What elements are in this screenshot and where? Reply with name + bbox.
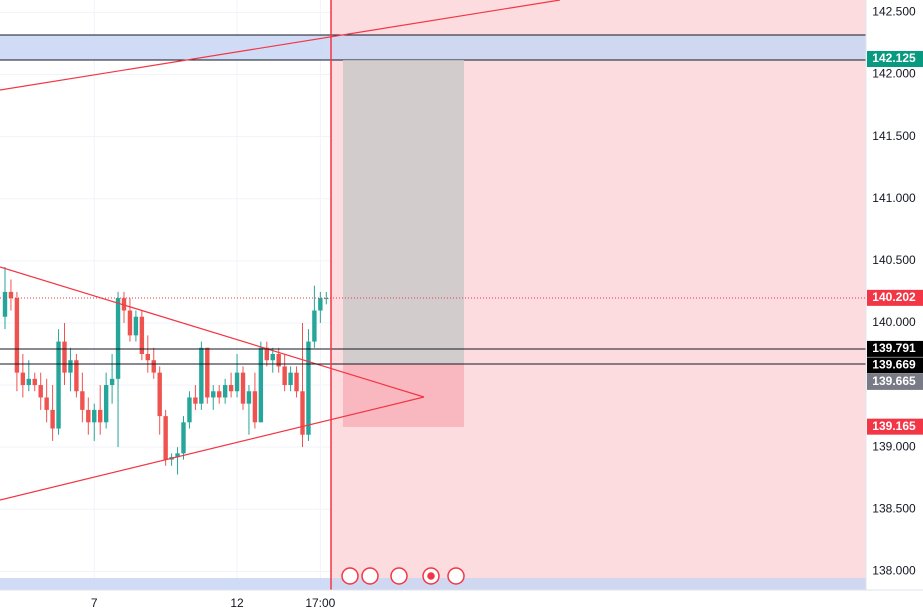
price-tag <box>867 289 923 306</box>
candle-body <box>234 372 240 392</box>
candle-body <box>38 385 43 398</box>
price-tag-label: 139.165 <box>872 419 916 433</box>
trend-line <box>0 0 561 91</box>
target-box <box>343 60 464 364</box>
candle-body <box>62 341 67 373</box>
event-icon[interactable] <box>390 567 408 585</box>
candle-body <box>175 453 180 458</box>
price-tag <box>867 357 923 374</box>
price-tag <box>867 340 923 357</box>
candles <box>2 267 329 475</box>
candle-body <box>157 372 162 417</box>
price-tag <box>867 418 923 435</box>
price-tag-label: 140.202 <box>872 290 916 304</box>
event-icons <box>341 567 465 585</box>
candle-body <box>2 291 8 317</box>
event-dot <box>427 572 435 580</box>
candle-body <box>26 378 31 386</box>
candle-body <box>246 391 252 404</box>
price-tag-label: 139.791 <box>872 341 916 355</box>
candle-body <box>300 391 305 435</box>
axes: 142.500 142.000 141.500 141.000 140.500 140.0… <box>91 5 923 610</box>
candle-body <box>199 347 204 404</box>
candle-body <box>205 347 210 398</box>
candle-body <box>294 372 299 392</box>
x-tick-label: 12 <box>230 596 244 610</box>
price-tag-label: 139.665 <box>872 374 916 388</box>
candle-body <box>270 354 275 361</box>
y-tick-label: 138.000 <box>872 564 916 578</box>
candle-body <box>306 341 311 435</box>
candle-body <box>222 385 228 398</box>
candle-body <box>193 397 198 404</box>
candle-body <box>8 291 14 299</box>
candle-body <box>228 385 234 392</box>
candle-body <box>258 347 264 423</box>
price-axis <box>866 0 923 614</box>
candle-body <box>264 347 269 361</box>
y-tick-label: 142.500 <box>872 5 916 19</box>
candle-body <box>217 391 222 398</box>
x-tick-label: 7 <box>91 596 98 610</box>
candle-body <box>44 397 49 410</box>
price-tag <box>867 51 923 67</box>
candle-body <box>103 385 109 423</box>
candle-body <box>14 298 20 373</box>
candle-body <box>181 422 186 454</box>
candle-body <box>20 372 26 386</box>
x-tick-label: 17:00 <box>305 596 335 610</box>
candle-body <box>80 391 85 410</box>
candle-body <box>56 341 61 429</box>
trend-line <box>0 396 425 501</box>
candle-body <box>163 416 168 460</box>
candle-body <box>32 378 37 386</box>
candle-body <box>50 409 55 429</box>
candle-body <box>240 372 246 404</box>
candle-body <box>68 360 73 373</box>
candle-body <box>86 409 91 423</box>
trend-line <box>0 266 425 398</box>
event-icon[interactable] <box>361 567 379 585</box>
candle-body <box>98 409 103 423</box>
candle-body <box>318 298 323 311</box>
candle-body <box>187 397 192 423</box>
candle-body <box>288 372 293 386</box>
y-tick-label: 142.000 <box>872 67 916 81</box>
candle-body <box>139 316 145 354</box>
candle-body <box>276 354 281 367</box>
stop-box <box>343 364 464 427</box>
candle-body <box>115 298 121 379</box>
candle-body <box>312 310 317 342</box>
candle-body <box>252 391 258 423</box>
price-tag-label: 142.125 <box>872 51 916 65</box>
y-tick-label: 139.000 <box>872 439 916 453</box>
candle-body <box>211 391 216 398</box>
price-tag-label: 139.669 <box>872 358 916 372</box>
candle-body <box>121 298 127 311</box>
candle-body <box>324 298 329 300</box>
y-tick-label: 138.500 <box>872 501 916 515</box>
candle-body <box>133 316 139 336</box>
candle-body <box>282 366 287 386</box>
y-tick-label: 140.500 <box>872 253 916 267</box>
event-icon[interactable] <box>341 567 359 585</box>
candle-body <box>127 310 133 336</box>
candle-body <box>92 409 97 423</box>
y-tick-label: 141.000 <box>872 191 916 205</box>
y-tick-label: 140.000 <box>872 315 916 329</box>
candle-body <box>109 378 115 386</box>
candle-body <box>74 360 79 392</box>
candle-body <box>145 354 150 361</box>
y-tick-label: 141.500 <box>872 129 916 143</box>
event-icon[interactable] <box>447 567 465 585</box>
blue-zone <box>0 35 866 60</box>
candle-body <box>151 360 156 373</box>
price-tag <box>867 373 923 390</box>
